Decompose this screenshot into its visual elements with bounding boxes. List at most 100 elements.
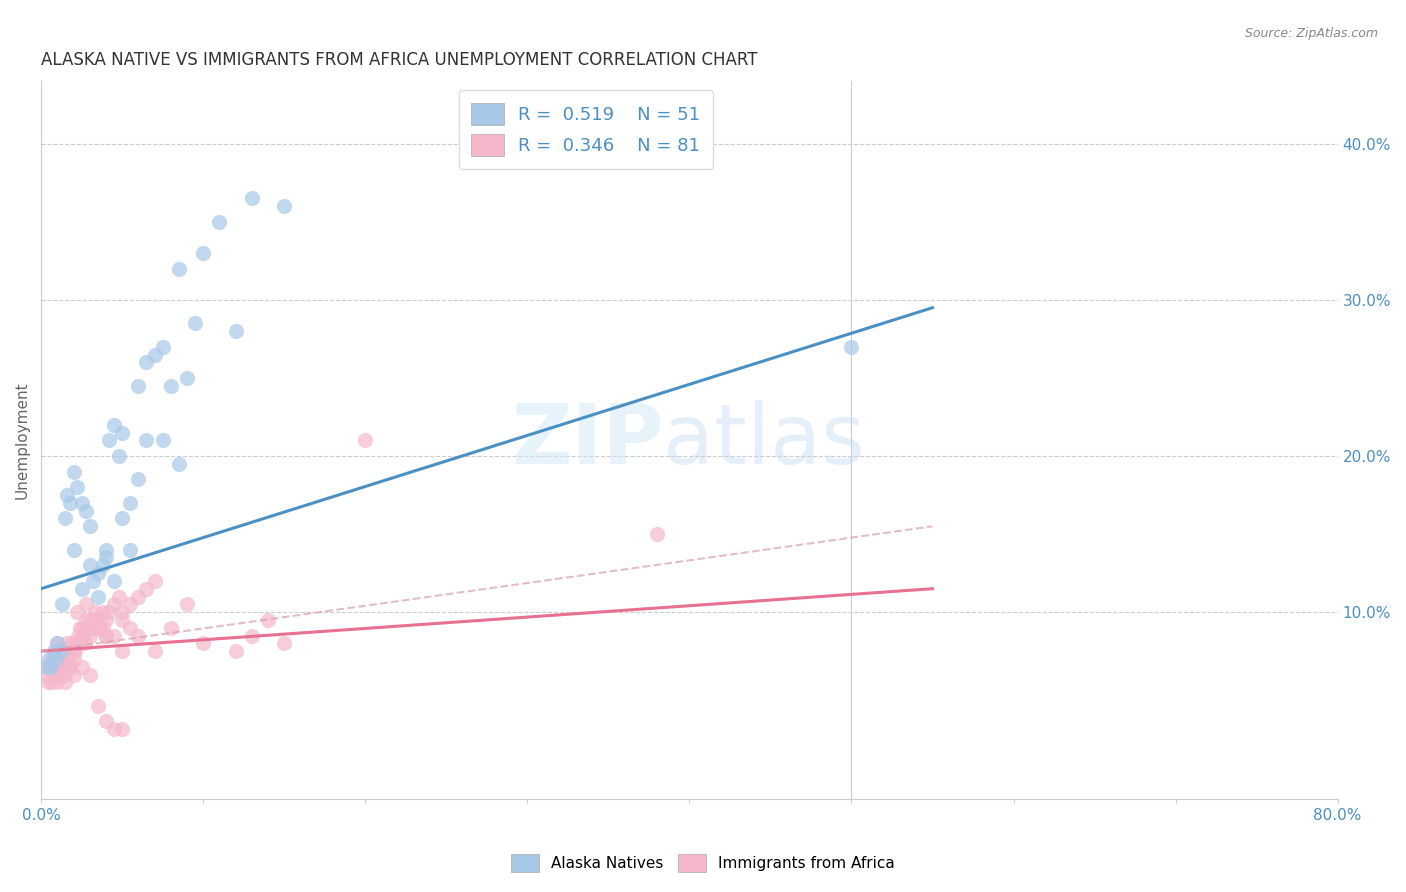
Point [76,613,98,627]
Point [46,636,69,650]
Point [48,644,70,658]
Point [108,590,131,604]
Point [159,378,181,392]
Point [87,613,110,627]
Point [257,613,280,627]
Point [120,597,142,611]
Point [127,590,149,604]
Point [46,636,69,650]
Point [127,628,149,642]
Point [87,590,110,604]
Point [120,621,142,635]
Point [225,644,247,658]
Point [42,659,65,673]
Point [52,667,75,681]
Point [79,667,101,681]
Point [37,675,59,690]
Point [55,675,77,690]
Point [208,215,231,229]
Point [645,527,668,541]
Point [94,613,117,627]
Point [56,636,79,650]
Point [103,574,125,588]
Point [77,621,100,635]
Point [273,636,295,650]
Point [111,722,134,736]
Point [79,628,101,642]
Point [58,652,80,666]
Point [45,667,67,681]
Point [103,597,125,611]
Point [46,675,69,690]
Point [55,644,77,658]
Point [87,698,110,713]
Point [94,714,117,729]
Point [38,659,60,673]
Point [56,488,79,502]
Point [94,542,117,557]
Point [66,636,89,650]
Point [60,636,83,650]
Point [135,355,157,369]
Point [135,434,157,448]
Point [89,621,111,635]
Point [62,465,84,479]
Point [70,496,93,510]
Point [176,371,198,385]
Point [94,628,117,642]
Point [49,644,72,658]
Point [55,652,77,666]
Point [59,496,82,510]
Point [62,667,84,681]
Point [98,434,121,448]
Point [111,425,134,440]
Point [72,628,94,642]
Point [240,191,263,205]
Point [70,621,93,635]
Point [63,644,86,658]
Point [111,644,134,658]
Point [103,628,125,642]
Point [35,659,58,673]
Point [62,542,84,557]
Point [70,659,93,673]
Legend: Alaska Natives, Immigrants from Africa: Alaska Natives, Immigrants from Africa [503,846,903,880]
Point [42,644,65,658]
Point [135,582,157,596]
Point [103,417,125,432]
Point [80,621,103,635]
Point [62,644,84,658]
Point [127,378,149,392]
Point [76,597,98,611]
Point [35,667,58,681]
Legend: R =  0.519    N = 51, R =  0.346    N = 81: R = 0.519 N = 51, R = 0.346 N = 81 [458,90,713,169]
Y-axis label: Unemployment: Unemployment [15,382,30,500]
Point [94,550,117,565]
Text: ALASKA NATIVE VS IMMIGRANTS FROM AFRICA UNEMPLOYMENT CORRELATION CHART: ALASKA NATIVE VS IMMIGRANTS FROM AFRICA … [41,51,758,69]
Point [39,659,62,673]
Point [152,434,174,448]
Point [111,605,134,619]
Point [55,511,77,525]
Point [127,472,149,486]
Point [49,659,72,673]
Point [82,621,104,635]
Point [83,605,105,619]
Point [59,659,82,673]
Point [193,246,215,260]
Point [225,324,247,338]
Point [62,652,84,666]
Point [79,613,101,627]
Point [79,519,101,533]
Point [70,628,93,642]
Point [98,605,121,619]
Point [240,628,263,642]
Point [82,613,104,627]
Point [120,496,142,510]
Point [841,340,863,354]
Point [120,542,142,557]
Point [69,621,91,635]
Point [103,722,125,736]
Point [76,503,98,517]
Text: atlas: atlas [664,400,865,481]
